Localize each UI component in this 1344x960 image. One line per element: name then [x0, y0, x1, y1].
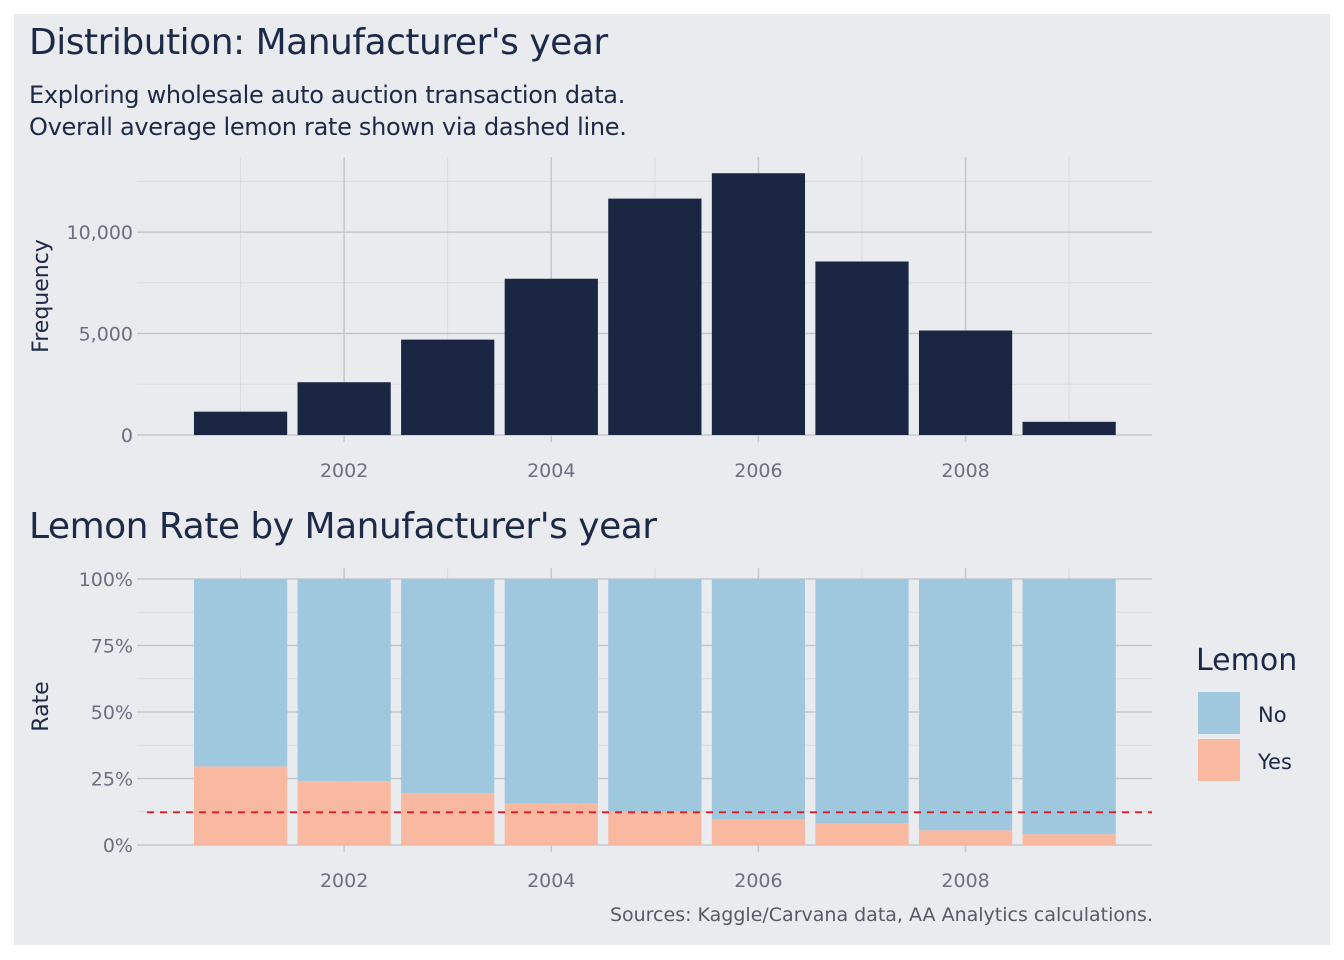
top-x-tick-label: 2002 — [320, 460, 368, 482]
top-x-tick-label: 2004 — [527, 460, 575, 482]
bottom-y-tick-label: 25% — [91, 769, 133, 791]
bar-yes-2009 — [1022, 834, 1116, 845]
frequency-bar-2007 — [815, 261, 909, 435]
legend-swatch-yes — [1198, 739, 1240, 781]
bottom-y-tick-label: 100% — [79, 569, 133, 591]
bar-yes-2001 — [193, 766, 288, 845]
bottom-chart-axes: 2002 2004 2006 2008 0% 25% 50% 75% 100% Rate — [29, 569, 990, 892]
legend-label-yes: Yes — [1257, 750, 1292, 774]
legend-title: Lemon — [1196, 643, 1297, 678]
lemon-rate-bars — [193, 579, 1116, 845]
bar-no-2009 — [1022, 579, 1116, 835]
bar-no-2008 — [918, 579, 1013, 831]
lower-chart-title: Lemon Rate by Manufacturer's year — [29, 506, 657, 547]
bar-yes-2005 — [608, 811, 702, 845]
frequency-bar-2006 — [711, 173, 806, 435]
frequency-bar-2002 — [297, 382, 391, 435]
bottom-x-tick-label: 2006 — [734, 870, 782, 892]
bar-yes-2003 — [401, 793, 495, 845]
legend: Lemon No Yes — [1196, 643, 1297, 781]
chart-subtitle-line-2: Overall average lemon rate shown via das… — [29, 113, 627, 141]
top-x-tick-label: 2008 — [941, 460, 989, 482]
top-y-tick-label: 0 — [121, 425, 133, 447]
bottom-y-tick-label: 75% — [91, 636, 133, 658]
frequency-bar-2005 — [608, 198, 702, 435]
bar-no-2004 — [504, 579, 598, 804]
top-x-tick-label: 2006 — [734, 460, 782, 482]
frequency-bar-2001 — [193, 411, 288, 435]
bar-yes-2007 — [815, 823, 909, 845]
bottom-y-axis-title: Rate — [29, 681, 54, 731]
source-caption: Sources: Kaggle/Carvana data, AA Analyti… — [609, 904, 1153, 926]
bar-yes-2008 — [918, 830, 1013, 845]
top-y-tick-label: 5,000 — [79, 324, 133, 346]
bottom-y-tick-label: 0% — [103, 835, 133, 857]
top-y-axis-title: Frequency — [29, 239, 54, 353]
bar-yes-2004 — [504, 803, 598, 845]
top-chart-axes: 2002 2004 2006 2008 0 5,000 10,000 Frequency — [29, 222, 990, 482]
frequency-bar-2003 — [401, 339, 495, 435]
bar-no-2007 — [815, 579, 909, 824]
top-y-tick-label: 10,000 — [67, 222, 133, 244]
bar-no-2006 — [711, 579, 806, 820]
bar-no-2001 — [193, 579, 288, 767]
frequency-bar-2008 — [918, 330, 1013, 435]
legend-swatch-no — [1198, 692, 1240, 734]
frequency-bars — [193, 173, 1116, 435]
legend-label-no: No — [1258, 703, 1287, 727]
bar-yes-2006 — [711, 819, 806, 845]
bottom-x-tick-label: 2002 — [320, 870, 368, 892]
bottom-y-tick-label: 50% — [91, 702, 133, 724]
chart-subtitle-line-1: Exploring wholesale auto auction transac… — [29, 81, 626, 109]
frequency-bar-2004 — [504, 278, 598, 435]
frequency-bar-2009 — [1022, 421, 1116, 435]
chart-title: Distribution: Manufacturer's year — [29, 22, 608, 63]
bottom-x-tick-label: 2004 — [527, 870, 575, 892]
bottom-x-tick-label: 2008 — [941, 870, 989, 892]
bar-no-2003 — [401, 579, 495, 794]
bar-no-2005 — [608, 579, 702, 812]
bar-no-2002 — [297, 579, 391, 782]
